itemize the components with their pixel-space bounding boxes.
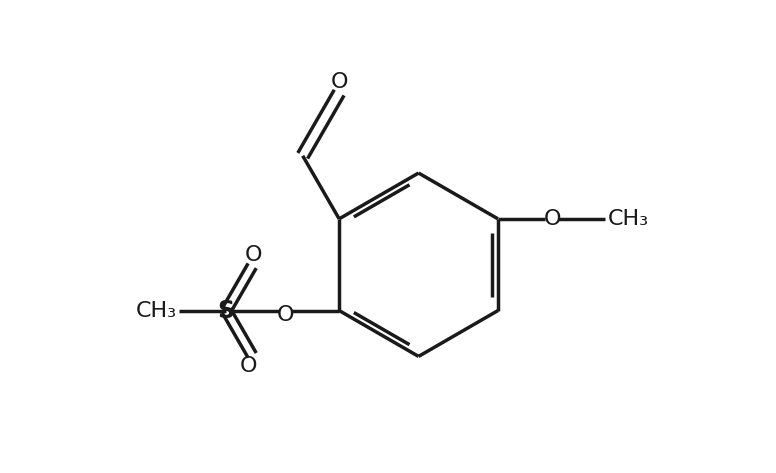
Text: CH₃: CH₃	[136, 300, 177, 321]
Text: O: O	[276, 305, 294, 325]
Text: O: O	[543, 209, 561, 229]
Text: S: S	[218, 298, 235, 323]
Text: O: O	[331, 72, 348, 92]
Text: O: O	[240, 356, 257, 376]
Text: O: O	[244, 245, 262, 265]
Text: CH₃: CH₃	[608, 209, 649, 229]
